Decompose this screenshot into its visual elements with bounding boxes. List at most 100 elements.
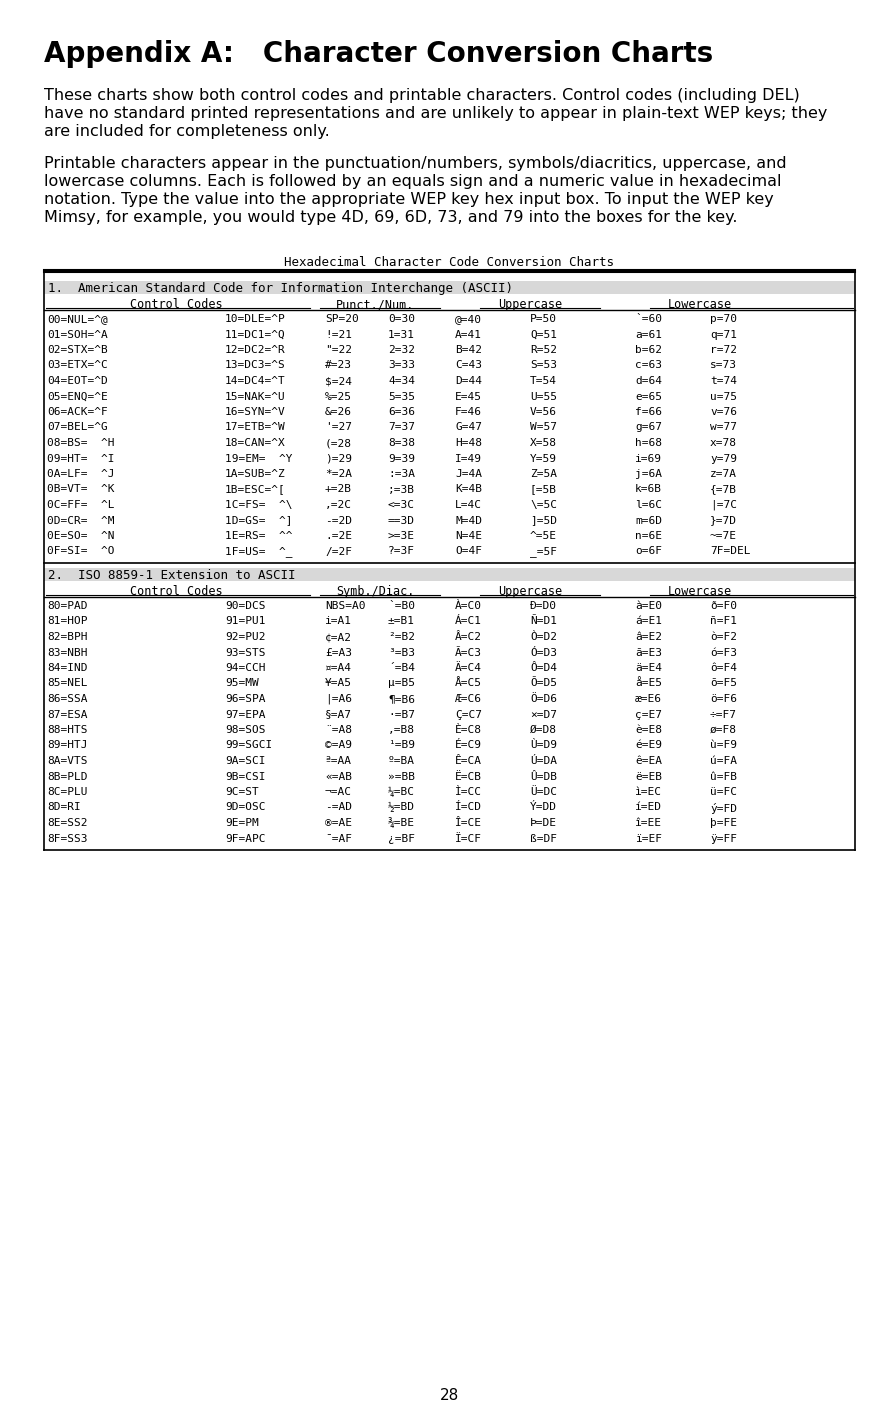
Text: ¤=A4: ¤=A4: [325, 663, 352, 673]
Text: k=6B: k=6B: [635, 485, 662, 495]
Text: m=6D: m=6D: [635, 516, 662, 526]
Text: 07=BEL=^G: 07=BEL=^G: [47, 422, 108, 432]
Text: Uppercase: Uppercase: [498, 298, 562, 311]
Text: 9A=SCI: 9A=SCI: [225, 756, 266, 766]
Text: ä=E4: ä=E4: [635, 663, 662, 673]
Text: 84=IND: 84=IND: [47, 663, 87, 673]
Text: F=46: F=46: [455, 407, 482, 417]
Text: î=EE: î=EE: [635, 818, 662, 828]
Text: y=79: y=79: [710, 454, 737, 463]
Text: lowercase columns. Each is followed by an equals sign and a numeric value in hex: lowercase columns. Each is followed by a…: [44, 174, 781, 189]
Text: M=4D: M=4D: [455, 516, 482, 526]
Text: H=48: H=48: [455, 438, 482, 448]
Text: 13=DC3=^S: 13=DC3=^S: [225, 360, 286, 370]
Text: è=E8: è=E8: [635, 725, 662, 735]
Text: 98=SOS: 98=SOS: [225, 725, 266, 735]
Text: T=54: T=54: [530, 376, 557, 386]
Text: ¥=A5: ¥=A5: [325, 678, 352, 688]
Text: Î=CE: Î=CE: [455, 818, 482, 828]
Text: Á=C1: Á=C1: [455, 616, 482, 626]
Text: ´=B4: ´=B4: [388, 663, 415, 673]
Text: 17=ETB=^W: 17=ETB=^W: [225, 422, 286, 432]
Text: 15=NAK=^U: 15=NAK=^U: [225, 391, 286, 401]
Text: 85=NEL: 85=NEL: [47, 678, 87, 688]
Text: Ù=D9: Ù=D9: [530, 740, 557, 750]
Text: 82=BPH: 82=BPH: [47, 632, 87, 642]
Text: B=42: B=42: [455, 345, 482, 355]
Text: ¯=AF: ¯=AF: [325, 834, 352, 844]
Text: Æ=C6: Æ=C6: [455, 694, 482, 704]
Text: ©=A9: ©=A9: [325, 740, 352, 750]
Text: have no standard printed representations and are unlikely to appear in plain-tex: have no standard printed representations…: [44, 106, 827, 122]
Text: ­=AD: ­=AD: [325, 803, 352, 812]
Text: *=2A: *=2A: [325, 469, 352, 479]
Text: &=26: &=26: [325, 407, 352, 417]
Text: Í=CD: Í=CD: [455, 803, 482, 812]
Text: 06=ACK=^F: 06=ACK=^F: [47, 407, 108, 417]
Text: [=5B: [=5B: [530, 485, 557, 495]
Text: `=B0: `=B0: [388, 601, 415, 610]
Text: <=3C: <=3C: [388, 500, 415, 510]
Text: Ò=D2: Ò=D2: [530, 632, 557, 642]
Text: 14=DC4=^T: 14=DC4=^T: [225, 376, 286, 386]
Text: i=69: i=69: [635, 454, 662, 463]
Text: £=A3: £=A3: [325, 647, 352, 657]
Text: a=61: a=61: [635, 329, 662, 339]
Text: 7F=DEL: 7F=DEL: [710, 547, 751, 557]
Text: ¬=AC: ¬=AC: [325, 787, 352, 797]
Text: Ü=DC: Ü=DC: [530, 787, 557, 797]
Text: 1C=FS=  ^\: 1C=FS= ^\: [225, 500, 292, 510]
Text: r=72: r=72: [710, 345, 737, 355]
Text: @=40: @=40: [455, 314, 482, 324]
Text: 8D=RI: 8D=RI: [47, 803, 80, 812]
Text: o=6F: o=6F: [635, 547, 662, 557]
Text: ü=FC: ü=FC: [710, 787, 737, 797]
Text: Õ=D5: Õ=D5: [530, 678, 557, 688]
Text: ó=F3: ó=F3: [710, 647, 737, 657]
Text: |=A6: |=A6: [325, 694, 352, 705]
Text: È=C8: È=C8: [455, 725, 482, 735]
Text: 1F=US=  ^_: 1F=US= ^_: [225, 547, 292, 557]
Text: 02=STX=^B: 02=STX=^B: [47, 345, 108, 355]
Text: Q=51: Q=51: [530, 329, 557, 339]
Text: S=53: S=53: [530, 360, 557, 370]
Text: }=7D: }=7D: [710, 516, 737, 526]
Text: These charts show both control codes and printable characters. Control codes (in: These charts show both control codes and…: [44, 88, 800, 103]
Text: 87=ESA: 87=ESA: [47, 709, 87, 719]
Text: À=C0: À=C0: [455, 601, 482, 610]
Text: Control Codes: Control Codes: [130, 298, 223, 311]
Text: ×=D7: ×=D7: [530, 709, 557, 719]
Text: 99=SGCI: 99=SGCI: [225, 740, 272, 750]
Text: Lowercase: Lowercase: [668, 298, 732, 311]
Text: 0A=LF=  ^J: 0A=LF= ^J: [47, 469, 115, 479]
Text: à=E0: à=E0: [635, 601, 662, 610]
Text: Mimsy, for example, you would type 4D, 69, 6D, 73, and 79 into the boxes for the: Mimsy, for example, you would type 4D, 6…: [44, 211, 737, 225]
Text: Z=5A: Z=5A: [530, 469, 557, 479]
Text: ï=EF: ï=EF: [635, 834, 662, 844]
Text: V=56: V=56: [530, 407, 557, 417]
Text: 11=DC1=^Q: 11=DC1=^Q: [225, 329, 286, 339]
Text: 4=34: 4=34: [388, 376, 415, 386]
Text: 28: 28: [440, 1388, 459, 1403]
Text: {=7B: {=7B: [710, 485, 737, 495]
Text: Ó=D3: Ó=D3: [530, 647, 557, 657]
Text: 00=NUL=^@: 00=NUL=^@: [47, 314, 108, 324]
Text: G=47: G=47: [455, 422, 482, 432]
Text: X=58: X=58: [530, 438, 557, 448]
Text: ,=B8: ,=B8: [388, 725, 415, 735]
Text: á=E1: á=E1: [635, 616, 662, 626]
Text: 0D=CR=  ^M: 0D=CR= ^M: [47, 516, 115, 526]
Text: ú=FA: ú=FA: [710, 756, 737, 766]
Text: é=E9: é=E9: [635, 740, 662, 750]
Text: W=57: W=57: [530, 422, 557, 432]
Text: are included for completeness only.: are included for completeness only.: [44, 124, 329, 138]
Text: E=45: E=45: [455, 391, 482, 401]
Text: 8F=SS3: 8F=SS3: [47, 834, 87, 844]
Text: ÷=F7: ÷=F7: [710, 709, 737, 719]
Text: 9D=OSC: 9D=OSC: [225, 803, 266, 812]
Text: 97=EPA: 97=EPA: [225, 709, 266, 719]
Text: 0B=VT=  ^K: 0B=VT= ^K: [47, 485, 115, 495]
Text: ]=5D: ]=5D: [530, 516, 557, 526]
Text: `=60: `=60: [635, 314, 662, 324]
Text: 8=38: 8=38: [388, 438, 415, 448]
